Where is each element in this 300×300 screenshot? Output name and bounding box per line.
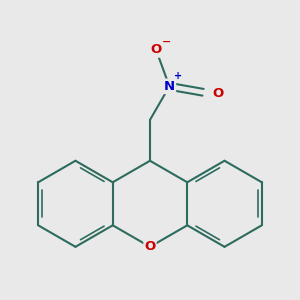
Text: +: + [174,71,182,81]
Text: N: N [164,80,175,93]
Text: O: O [212,87,223,100]
Text: O: O [151,44,162,56]
Text: O: O [144,240,156,253]
Text: −: − [162,37,171,47]
